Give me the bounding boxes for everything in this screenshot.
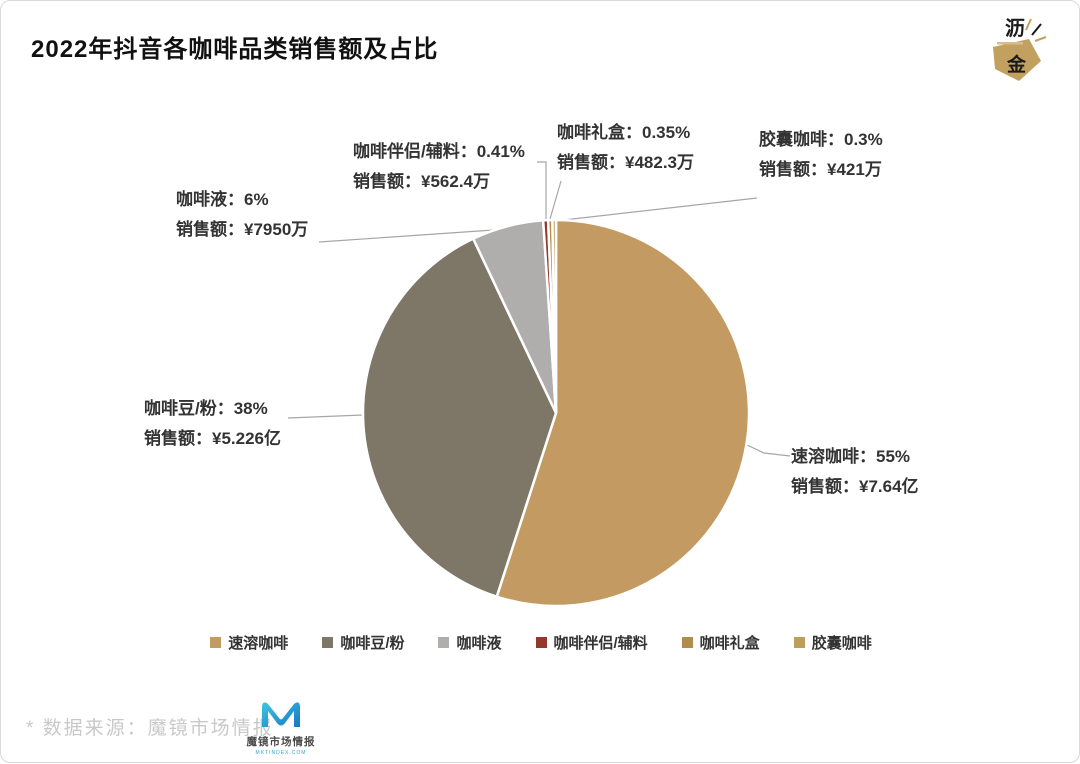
pie-slice-5 (551, 218, 558, 414)
legend-label: 咖啡豆/粉 (340, 635, 405, 652)
lijin-logo: 沥 金 (983, 13, 1057, 89)
legend-swatch-icon (322, 637, 334, 648)
lijin-logo-graphic: 沥 金 (993, 17, 1047, 81)
moojing-m-icon (262, 702, 300, 727)
callout-4: 咖啡礼盒：0.35% 销售额：¥482.3万 (557, 118, 694, 178)
callout-0: 速溶咖啡：55% 销售额：¥7.64亿 (791, 442, 919, 502)
moojing-logo-name: 魔镜市场情报 (246, 736, 316, 748)
legend-swatch-icon (438, 637, 450, 648)
legend-item-2: 咖啡液 (438, 632, 502, 653)
pie-slices (361, 218, 751, 608)
callout-title-line: 咖啡豆/粉：38% (144, 399, 268, 418)
legend-item-3: 咖啡伴侣/辅料 (535, 632, 648, 653)
callout-sales-line: 销售额：¥7.64亿 (791, 477, 919, 496)
legend-label: 咖啡液 (456, 635, 502, 652)
lijin-shape-char: 金 (1006, 53, 1027, 76)
leader-line-4 (549, 180, 562, 220)
legend-item-5: 胶囊咖啡 (793, 632, 872, 653)
legend-swatch-icon (681, 637, 693, 648)
chart-legend: 速溶咖啡 咖啡豆/粉 咖啡液 咖啡伴侣/辅料 咖啡礼盒 胶囊咖啡 (1, 632, 1080, 653)
legend-swatch-icon (535, 637, 547, 648)
legend-label: 咖啡礼盒 (699, 635, 760, 652)
callout-5: 胶囊咖啡：0.3% 销售额：¥421万 (759, 125, 883, 185)
pie-slice-1 (361, 236, 558, 599)
page-title: 2022年抖音各咖啡品类销售额及占比 (31, 36, 439, 63)
leader-line-3 (537, 161, 547, 220)
lijin-gold-shape (993, 39, 1041, 81)
leader-line-0 (744, 443, 791, 457)
legend-label: 咖啡伴侣/辅料 (553, 635, 648, 652)
moojing-logo-url: MKTINDEX.COM (255, 750, 307, 756)
leader-line-1 (287, 414, 364, 419)
legend-swatch-icon (793, 637, 805, 648)
leader-line-2 (318, 228, 509, 243)
callout-title-line: 咖啡伴侣/辅料：0.41% (353, 142, 525, 161)
spark-icon (1025, 18, 1047, 42)
leader-lines (287, 161, 791, 457)
callout-2: 咖啡液：6% 销售额：¥7950万 (176, 185, 308, 245)
callout-title-line: 咖啡液：6% (176, 190, 269, 209)
callout-sales-line: 销售额：¥562.4万 (353, 172, 490, 191)
legend-label: 速溶咖啡 (228, 635, 289, 652)
callout-title-line: 咖啡礼盒：0.35% (557, 123, 691, 142)
callout-sales-line: 销售额：¥482.3万 (557, 153, 694, 172)
leader-line-5 (554, 197, 758, 222)
lijin-top-char: 沥 (1005, 17, 1025, 40)
callout-title-line: 胶囊咖啡：0.3% (759, 130, 883, 149)
callout-sales-line: 销售额：¥7950万 (176, 220, 309, 239)
data-source-note: * 数据来源：魔镜市场情报 (26, 718, 274, 739)
callout-3: 咖啡伴侣/辅料：0.41% 销售额：¥562.4万 (353, 137, 525, 197)
callout-sales-line: 销售额：¥5.226亿 (144, 429, 281, 448)
lijin-tagline-marks (997, 42, 1023, 45)
legend-item-1: 咖啡豆/粉 (322, 632, 404, 653)
callout-sales-line: 销售额：¥421万 (759, 160, 882, 179)
callout-1: 咖啡豆/粉：38% 销售额：¥5.226亿 (144, 394, 281, 454)
legend-item-4: 咖啡礼盒 (681, 632, 760, 653)
legend-swatch-icon (210, 637, 222, 648)
pie-slice-0 (495, 218, 751, 608)
callout-title-line: 速溶咖啡：55% (791, 447, 911, 466)
legend-label: 胶囊咖啡 (811, 635, 872, 652)
legend-item-0: 速溶咖啡 (210, 632, 288, 653)
moojing-logo: 魔镜市场情报 MKTINDEX.COM (241, 698, 321, 756)
